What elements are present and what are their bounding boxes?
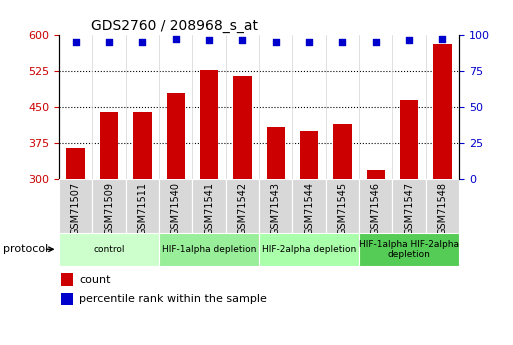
- Point: [271, 39, 280, 45]
- Bar: [61, 293, 73, 305]
- Text: HIF-1alpha HIF-2alpha
depletion: HIF-1alpha HIF-2alpha depletion: [359, 239, 459, 259]
- Bar: [359, 179, 392, 233]
- Bar: [92, 179, 126, 233]
- Text: GSM71547: GSM71547: [404, 182, 414, 235]
- Bar: [200, 70, 218, 179]
- Bar: [433, 44, 451, 179]
- Text: GSM71509: GSM71509: [104, 182, 114, 235]
- Bar: [367, 170, 385, 179]
- Text: GSM71543: GSM71543: [271, 182, 281, 235]
- Bar: [59, 179, 92, 233]
- Point: [338, 39, 346, 45]
- Bar: [159, 233, 259, 266]
- Bar: [226, 179, 259, 233]
- Bar: [333, 124, 351, 179]
- Bar: [192, 179, 226, 233]
- Bar: [59, 233, 159, 266]
- Bar: [400, 100, 418, 179]
- Point: [138, 39, 147, 45]
- Point: [71, 39, 80, 45]
- Point: [205, 38, 213, 43]
- Bar: [67, 148, 85, 179]
- Bar: [267, 127, 285, 179]
- Text: GSM71545: GSM71545: [338, 182, 347, 235]
- Bar: [326, 179, 359, 233]
- Text: count: count: [79, 275, 110, 285]
- Point: [105, 39, 113, 45]
- Point: [171, 36, 180, 42]
- Bar: [61, 274, 73, 286]
- Bar: [259, 233, 359, 266]
- Point: [405, 38, 413, 43]
- Bar: [100, 112, 118, 179]
- Bar: [233, 76, 251, 179]
- Text: GSM71548: GSM71548: [438, 182, 447, 235]
- Bar: [300, 131, 318, 179]
- Bar: [159, 179, 192, 233]
- Text: GSM71541: GSM71541: [204, 182, 214, 235]
- Bar: [133, 112, 151, 179]
- Text: GSM71511: GSM71511: [137, 182, 147, 235]
- Bar: [292, 179, 326, 233]
- Text: HIF-2alpha depletion: HIF-2alpha depletion: [262, 245, 356, 254]
- Text: GSM71544: GSM71544: [304, 182, 314, 235]
- Point: [438, 36, 446, 42]
- Bar: [426, 179, 459, 233]
- Text: GDS2760 / 208968_s_at: GDS2760 / 208968_s_at: [91, 19, 258, 33]
- Bar: [167, 93, 185, 179]
- Bar: [359, 233, 459, 266]
- Bar: [392, 179, 426, 233]
- Text: GSM71540: GSM71540: [171, 182, 181, 235]
- Text: GSM71507: GSM71507: [71, 182, 81, 235]
- Text: control: control: [93, 245, 125, 254]
- Bar: [259, 179, 292, 233]
- Text: GSM71542: GSM71542: [238, 182, 247, 235]
- Point: [371, 39, 380, 45]
- Point: [305, 39, 313, 45]
- Text: GSM71546: GSM71546: [371, 182, 381, 235]
- Text: percentile rank within the sample: percentile rank within the sample: [79, 294, 267, 304]
- Point: [238, 38, 246, 43]
- Text: HIF-1alpha depletion: HIF-1alpha depletion: [162, 245, 256, 254]
- Bar: [126, 179, 159, 233]
- Text: protocol: protocol: [3, 244, 48, 254]
